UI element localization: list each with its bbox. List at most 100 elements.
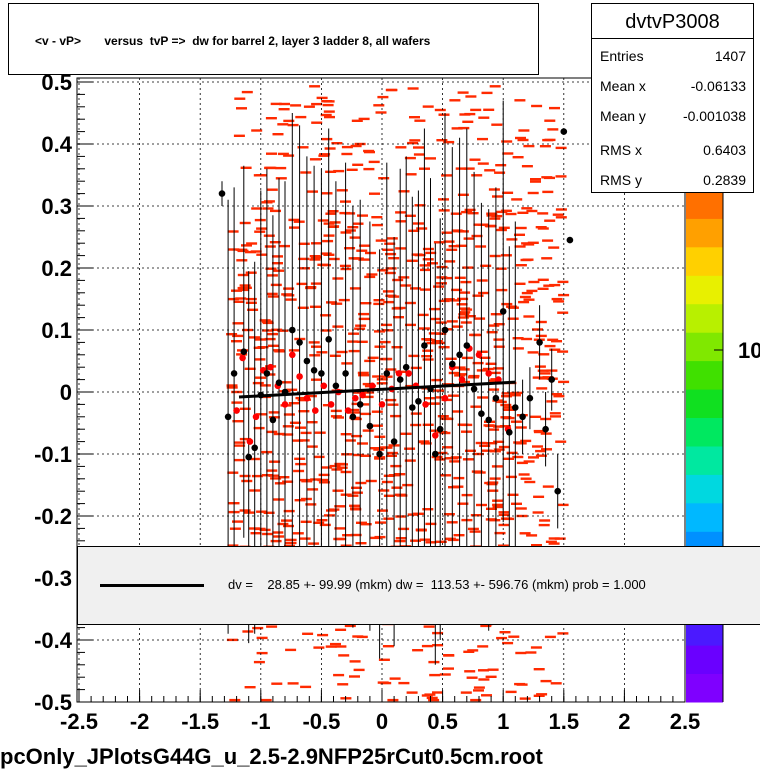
red-profile-point bbox=[485, 370, 493, 377]
scatter-mark bbox=[450, 212, 462, 215]
scatter-mark bbox=[227, 297, 239, 301]
scatter-mark bbox=[492, 505, 504, 509]
scatter-mark bbox=[512, 455, 524, 459]
scatter-mark bbox=[404, 459, 416, 462]
scatter-mark bbox=[555, 216, 567, 219]
scatter-mark bbox=[431, 340, 443, 343]
scatter-mark bbox=[386, 451, 398, 455]
scatter-mark bbox=[244, 686, 256, 689]
scatter-mark bbox=[465, 95, 477, 98]
scatter-mark bbox=[240, 166, 252, 169]
scatter-mark bbox=[498, 523, 510, 527]
scatter-mark bbox=[493, 367, 504, 370]
scatter-mark bbox=[473, 686, 485, 689]
scatter-mark bbox=[475, 245, 487, 248]
scatter-mark bbox=[373, 448, 385, 451]
scatter-mark bbox=[422, 258, 434, 261]
scatter-mark bbox=[295, 115, 307, 119]
scatter-mark bbox=[271, 682, 283, 685]
scatter-mark bbox=[279, 102, 290, 106]
fit-line bbox=[238, 380, 516, 399]
scatter-mark bbox=[489, 371, 501, 375]
scatter-mark bbox=[245, 297, 257, 301]
scatter-mark bbox=[334, 505, 346, 508]
scatter-mark bbox=[421, 644, 433, 648]
scatter-mark bbox=[469, 158, 481, 161]
scatter-mark bbox=[544, 219, 556, 222]
scatter-mark bbox=[412, 649, 424, 652]
red-profile-point bbox=[233, 407, 240, 414]
scatter-mark bbox=[349, 660, 361, 663]
scatter-mark bbox=[518, 129, 530, 132]
scatter-mark bbox=[408, 229, 420, 232]
scatter-mark bbox=[296, 282, 308, 286]
scatter-mark bbox=[445, 357, 457, 360]
scatter-mark bbox=[325, 170, 337, 173]
scatter-mark bbox=[368, 160, 380, 164]
red-profile-point bbox=[303, 394, 311, 402]
y-tick-label: -0.2 bbox=[34, 504, 72, 529]
red-profile-point bbox=[352, 394, 359, 402]
scatter-mark bbox=[472, 294, 484, 297]
fit-layer bbox=[238, 380, 516, 399]
scatter-mark bbox=[427, 262, 438, 265]
scatter-mark bbox=[523, 298, 535, 301]
scatter-mark bbox=[233, 134, 245, 137]
colorbar-segment bbox=[686, 218, 723, 248]
scatter-mark bbox=[232, 322, 244, 325]
scatter-mark bbox=[493, 440, 505, 443]
x-tick-label: 2.5 bbox=[670, 709, 701, 734]
scatter-mark bbox=[517, 211, 529, 214]
scatter-mark bbox=[429, 673, 441, 677]
scatter-mark bbox=[393, 316, 404, 319]
black-profile-point bbox=[218, 190, 226, 197]
red-profile-point bbox=[312, 407, 319, 414]
scatter-mark bbox=[519, 697, 531, 700]
scatter-mark bbox=[352, 391, 364, 394]
scatter-mark bbox=[518, 300, 530, 304]
scatter-mark bbox=[456, 303, 468, 306]
scatter-mark bbox=[535, 454, 547, 457]
black-profile-point bbox=[325, 336, 333, 343]
scatter-mark bbox=[351, 486, 362, 489]
scatter-mark bbox=[414, 119, 426, 122]
scatter-mark bbox=[431, 378, 443, 382]
scatter-mark bbox=[410, 287, 421, 290]
scatter-mark bbox=[387, 698, 399, 702]
scatter-mark bbox=[226, 386, 238, 389]
scatter-mark bbox=[332, 277, 344, 280]
scatter-mark bbox=[454, 276, 466, 279]
scatter-mark bbox=[516, 461, 528, 465]
scatter-mark bbox=[470, 405, 482, 408]
scatter-mark bbox=[245, 301, 257, 304]
scatter-mark bbox=[322, 239, 334, 243]
scatter-mark bbox=[350, 144, 362, 148]
scatter-mark bbox=[331, 468, 343, 471]
scatter-mark bbox=[239, 474, 251, 478]
red-profile-point bbox=[289, 351, 296, 359]
scatter-mark bbox=[406, 691, 418, 694]
scatter-mark bbox=[333, 169, 345, 173]
scatter-mark bbox=[551, 393, 563, 396]
scatter-mark bbox=[515, 651, 527, 655]
scatter-mark bbox=[302, 632, 314, 635]
scatter-mark bbox=[495, 267, 507, 270]
scatter-mark bbox=[479, 356, 491, 359]
scatter-mark bbox=[541, 257, 553, 260]
scatter-mark bbox=[457, 230, 469, 233]
scatter-layer bbox=[225, 85, 570, 702]
black-profile-point bbox=[402, 363, 410, 371]
scatter-mark bbox=[439, 673, 451, 676]
stats-key: Mean x bbox=[600, 78, 646, 94]
scatter-mark bbox=[383, 300, 395, 304]
scatter-mark bbox=[477, 223, 489, 226]
scatter-mark bbox=[241, 90, 253, 94]
scatter-mark bbox=[395, 515, 407, 518]
scatter-mark bbox=[464, 208, 476, 212]
scatter-mark bbox=[234, 458, 246, 462]
scatter-mark bbox=[532, 328, 543, 331]
scatter-mark bbox=[266, 188, 278, 191]
scatter-mark bbox=[416, 227, 428, 230]
scatter-mark bbox=[438, 113, 450, 116]
scatter-mark bbox=[477, 137, 488, 141]
